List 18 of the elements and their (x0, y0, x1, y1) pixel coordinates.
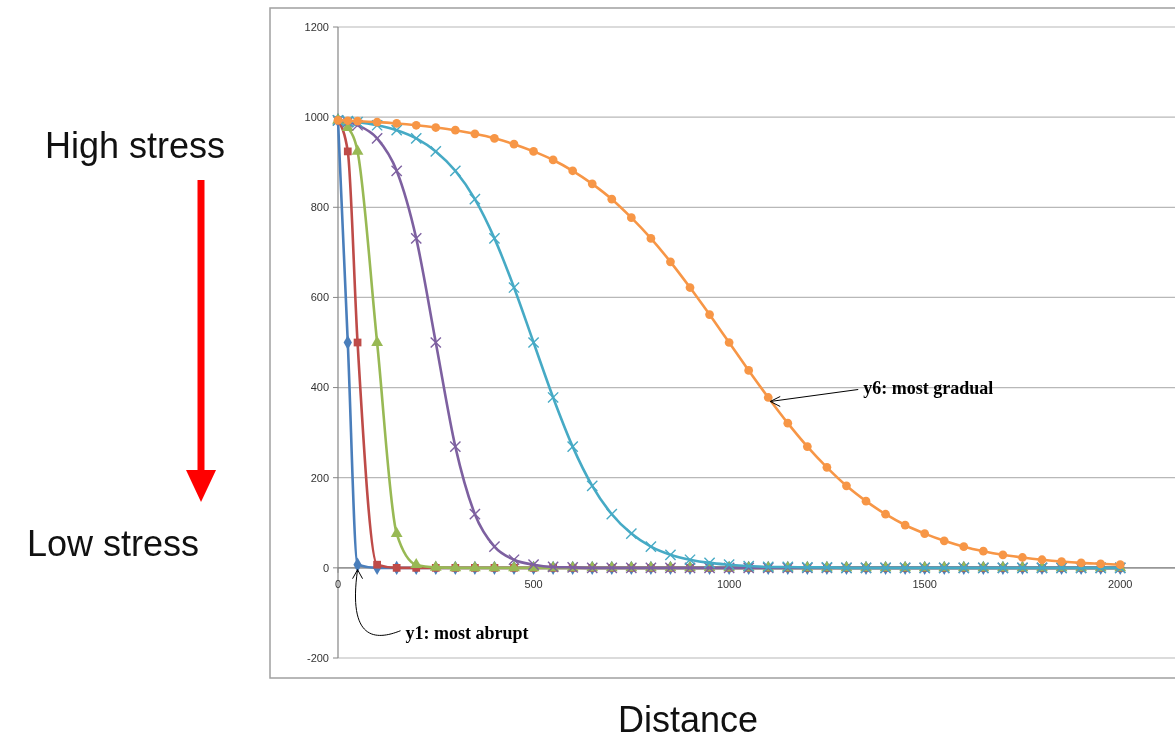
y-tick-label: 400 (310, 381, 329, 394)
annotation: y1: most abrupt (405, 623, 529, 643)
y-tick-label: 0 (322, 561, 329, 574)
x-tick-label: 2000 (1108, 577, 1133, 590)
y-tick-label: 800 (310, 201, 329, 214)
text: High stress (44, 125, 226, 166)
y-tick-label: 200 (310, 471, 329, 484)
y-tick-label: 1000 (304, 110, 329, 123)
y-tick-label: -200 (306, 651, 329, 664)
y-tick-label: 1200 (304, 20, 329, 33)
annotation: y6: most gradual (863, 377, 994, 398)
x-tick-label: 1000 (716, 577, 742, 590)
text: Low stress (26, 523, 200, 564)
y-tick-label: 600 (310, 291, 329, 304)
x-tick-label: 500 (524, 577, 543, 590)
x-tick-label: 1500 (912, 577, 937, 590)
x-axis-title: Distance (617, 699, 759, 737)
x-tick-label: 0 (334, 577, 342, 590)
